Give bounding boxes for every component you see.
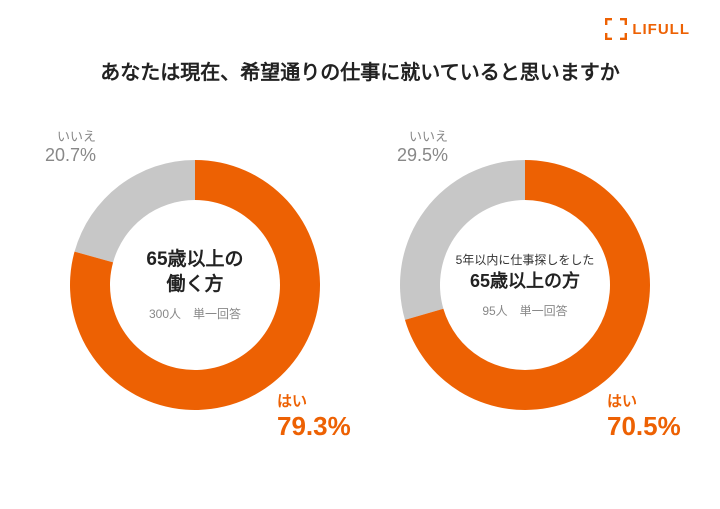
yes-pct: 70.5% xyxy=(607,411,681,442)
center-subtitle: 5年以内に仕事探しをした xyxy=(456,251,595,268)
donut-chart-1: 5年以内に仕事探しをした65歳以上の方95人 単一回答いいえ29.5%はい70.… xyxy=(385,130,665,450)
no-pct: 20.7% xyxy=(45,145,96,166)
no-text: いいえ xyxy=(397,126,448,145)
center-meta: 300人 単一回答 xyxy=(149,305,241,322)
label-no: いいえ29.5% xyxy=(397,126,448,166)
yes-text: はい xyxy=(607,390,681,411)
donut-chart-0: 65歳以上の働く方300人 単一回答いいえ20.7%はい79.3% xyxy=(55,130,335,450)
donut-center: 65歳以上の働く方 300人 単一回答 xyxy=(70,160,320,410)
yes-pct: 79.3% xyxy=(277,411,351,442)
no-pct: 29.5% xyxy=(397,145,448,166)
donut-center: 5年以内に仕事探しをした 65歳以上の方 95人 単一回答 xyxy=(400,160,650,410)
no-text: いいえ xyxy=(45,126,96,145)
label-yes: はい79.3% xyxy=(277,390,351,442)
center-title: 65歳以上の方 xyxy=(470,270,580,293)
charts-row: 65歳以上の働く方300人 単一回答いいえ20.7%はい79.3%5年以内に仕事… xyxy=(0,130,720,450)
label-yes: はい70.5% xyxy=(607,390,681,442)
center-title: 65歳以上の働く方 xyxy=(146,248,243,297)
center-meta: 95人 単一回答 xyxy=(482,302,567,319)
logo-mark-icon xyxy=(605,18,627,40)
brand-logo: LIFULL xyxy=(605,18,690,40)
label-no: いいえ20.7% xyxy=(45,126,96,166)
page-title: あなたは現在、希望通りの仕事に就いていると思いますか xyxy=(0,56,720,85)
yes-text: はい xyxy=(277,390,351,411)
brand-name: LIFULL xyxy=(632,21,690,38)
